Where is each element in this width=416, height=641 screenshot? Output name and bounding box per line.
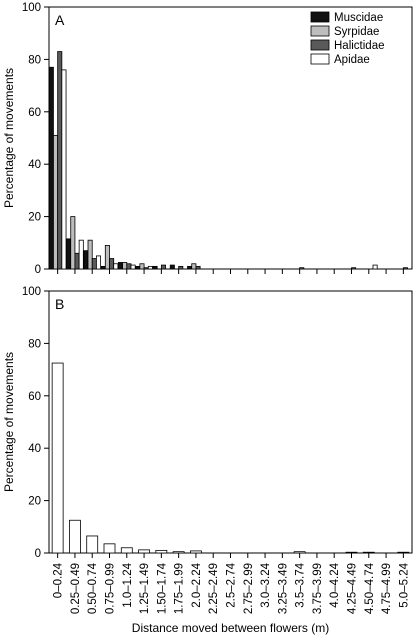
panel-a-bar-muscidae bbox=[117, 262, 123, 270]
panel-a-bar-halictidae bbox=[402, 267, 408, 270]
panel-b-bar bbox=[120, 547, 133, 554]
panel-b-xtick-label: 0–0.24 bbox=[53, 562, 65, 598]
panel-b-xtick-label: 4.75–4.99 bbox=[381, 563, 393, 614]
panel-b-chart: 0 20 40 60 80 100 Percentage of movements B 0–0.… bbox=[2, 286, 413, 635]
panel-a-bar-apidae bbox=[61, 69, 67, 270]
panel-a-bar-apidae bbox=[147, 265, 153, 270]
panel-a-bar-muscidae bbox=[66, 238, 72, 270]
panel-b-panel-letter: B bbox=[55, 296, 64, 312]
panel-a-bar-syrpidae bbox=[53, 134, 59, 270]
panel-a-bar-syrpidae bbox=[87, 239, 93, 270]
panel-b-ytick-label: 100 bbox=[22, 286, 41, 298]
panel-a-bar-muscidae bbox=[152, 265, 158, 270]
legend-label-syrpidae: Syrpidae bbox=[334, 26, 379, 38]
panel-a-bar-halictidae bbox=[57, 51, 63, 270]
panel-a-bar-muscidae bbox=[48, 66, 54, 270]
panel-b-bar bbox=[362, 551, 375, 554]
panel-a-bar-syrpidae bbox=[70, 216, 76, 270]
panel-a-ytick-label: 80 bbox=[28, 54, 41, 66]
panel-b-bar bbox=[103, 543, 116, 554]
panel-b-bar bbox=[155, 549, 168, 554]
panel-a-bar-muscidae bbox=[169, 264, 175, 270]
panel-b-xtick-label: 2.25–2.49 bbox=[208, 563, 220, 614]
legend-label-apidae: Apidae bbox=[334, 54, 370, 66]
panel-b-xtick-label: 2.0–2.24 bbox=[191, 562, 203, 607]
legend-swatch-syrpidae bbox=[310, 25, 330, 37]
panel-a-bar-halictidae bbox=[126, 263, 132, 270]
panel-a-chart: 0 20 40 60 80 100 Percentage of movements A Musc… bbox=[2, 2, 413, 276]
panel-b-bar bbox=[397, 551, 410, 554]
panel-b-bar bbox=[138, 549, 150, 554]
panel-a-ytick-label: 20 bbox=[28, 212, 41, 224]
panel-b-bar bbox=[172, 551, 185, 554]
panel-a-bar-apidae bbox=[113, 263, 119, 270]
panel-a-bar-apidae bbox=[96, 255, 102, 270]
panel-a-bar-halictidae bbox=[109, 258, 115, 270]
panel-a-ylabel: Percentage of movements bbox=[2, 68, 16, 208]
panel-b-xtick-label: 0.75–0.99 bbox=[105, 563, 117, 614]
panel-b-ytick-label: 0 bbox=[35, 548, 41, 560]
panel-a-bar-muscidae bbox=[83, 250, 89, 270]
panel-b-xtick-label: 4.0–4.24 bbox=[329, 562, 341, 607]
legend-label-halictidae: Halictidae bbox=[334, 40, 385, 52]
panel-a-ytick-label: 60 bbox=[28, 107, 41, 119]
panel-b-xtick-label: 1.0–1.24 bbox=[122, 562, 134, 607]
panel-a-bar-muscidae bbox=[135, 265, 141, 270]
panel-b-bar bbox=[293, 551, 306, 554]
panel-a-ytick-label: 100 bbox=[22, 2, 41, 14]
panel-a-bar-syrpidae bbox=[191, 263, 197, 270]
panel-b-ylabel: Percentage of movements bbox=[2, 352, 16, 492]
panel-a-bar-halictidae bbox=[178, 265, 184, 270]
panel-b-bar bbox=[51, 362, 64, 554]
panel-b-bar bbox=[345, 551, 358, 554]
panel-a-bar-apidae bbox=[372, 264, 378, 270]
panel-a-bar-halictidae bbox=[91, 258, 97, 270]
panel-b-xtick-label: 0.50–0.74 bbox=[87, 562, 99, 614]
panel-b-xtick-label: 1.50–1.74 bbox=[156, 562, 168, 614]
panel-b-xtick-label: 3.25–3.49 bbox=[277, 563, 289, 614]
panel-b-xtick-label: 2.75–2.99 bbox=[243, 563, 255, 614]
legend-label-muscidae: Muscidae bbox=[334, 12, 383, 24]
panel-b-plot-frame bbox=[48, 290, 413, 554]
panel-b-xtick-label: 1.25–1.49 bbox=[139, 563, 151, 614]
panel-a-bar-syrpidae bbox=[104, 245, 110, 270]
legend-swatch-apidae bbox=[310, 53, 330, 65]
panel-a-bar-halictidae bbox=[195, 265, 201, 270]
panel-a-bar-apidae bbox=[78, 239, 84, 270]
panel-b-xtick-label: 4.25–4.49 bbox=[347, 563, 359, 614]
panel-a-panel-letter: A bbox=[55, 12, 65, 28]
panel-b-ytick-label: 40 bbox=[28, 443, 41, 455]
panel-a-bar-halictidae bbox=[351, 267, 357, 270]
panel-b-bar bbox=[190, 550, 202, 554]
panel-b-bar bbox=[86, 535, 99, 554]
panel-a-ytick-label: 0 bbox=[35, 264, 41, 276]
panel-b-ytick-label: 80 bbox=[28, 338, 41, 350]
panel-a-legend: Muscidae Syrpidae Halictidae Apidae bbox=[310, 11, 385, 66]
panel-b-xtick-label: 5.0–5.24 bbox=[398, 562, 410, 607]
panel-b-xtick-label: 1.75–1.99 bbox=[174, 563, 186, 614]
panel-b-ytick-label: 60 bbox=[28, 391, 41, 403]
panel-a-bar-syrpidae bbox=[122, 262, 128, 270]
panel-b-xlabel: Distance moved between flowers (m) bbox=[132, 621, 329, 635]
panel-a-bar-muscidae bbox=[187, 265, 193, 270]
legend-swatch-muscidae bbox=[310, 11, 330, 23]
panel-b-xtick-label: 3.75–3.99 bbox=[312, 563, 324, 614]
panel-a-bar-muscidae bbox=[100, 265, 106, 270]
panel-b-xtick-label: 4.50–4.74 bbox=[364, 562, 376, 614]
panel-b-ytick-label: 20 bbox=[28, 496, 41, 508]
panel-a-bar-halictidae bbox=[74, 252, 80, 270]
panel-b-xtick-label: 3.0–3.24 bbox=[260, 562, 272, 607]
panel-a-bar-halictidae bbox=[160, 264, 166, 270]
legend-swatch-halictidae bbox=[310, 39, 330, 51]
panel-a-bar-syrpidae bbox=[139, 263, 145, 270]
panel-b-xtick-label: 0.25–0.49 bbox=[70, 563, 82, 614]
panel-b-xtick-label: 2.5–2.74 bbox=[226, 562, 238, 607]
panel-a-bar-apidae bbox=[130, 264, 136, 270]
panel-b-bar bbox=[69, 519, 81, 554]
panel-a-bar-halictidae bbox=[143, 267, 149, 270]
panel-a-ytick-label: 40 bbox=[28, 159, 41, 171]
panel-a-bar-halictidae bbox=[299, 267, 305, 270]
panel-b-xtick-label: 3.5–3.74 bbox=[295, 562, 307, 607]
